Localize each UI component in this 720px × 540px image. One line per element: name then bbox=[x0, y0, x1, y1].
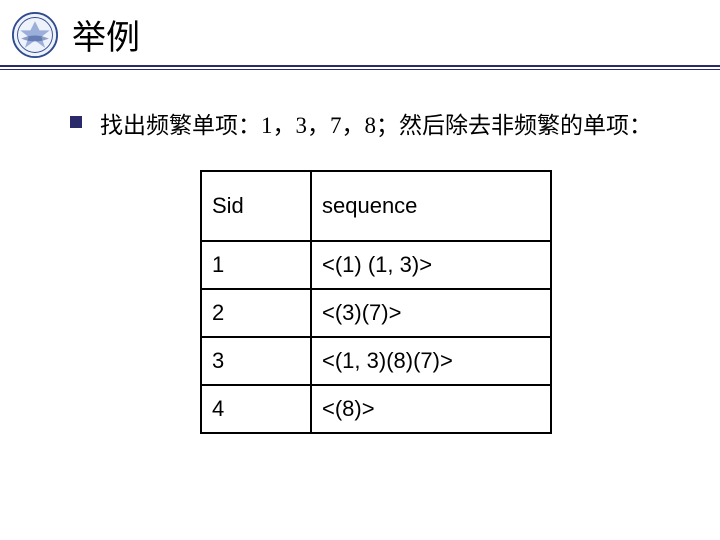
table-row: 3 <(1, 3)(8)(7)> bbox=[201, 337, 551, 385]
cell-sid: 2 bbox=[201, 289, 311, 337]
cell-sequence: <(3)(7)> bbox=[311, 289, 551, 337]
sequence-table-wrap: Sid sequence 1 <(1) (1, 3)> 2 <(3)(7)> 3 bbox=[200, 170, 660, 434]
col-header-sid: Sid bbox=[201, 171, 311, 241]
table-row: 1 <(1) (1, 3)> bbox=[201, 241, 551, 289]
cell-sid: 4 bbox=[201, 385, 311, 433]
bullet-item: 找出频繁单项：1，3，7，8；然后除去非频繁的单项： bbox=[70, 108, 660, 144]
sequence-table: Sid sequence 1 <(1) (1, 3)> 2 <(3)(7)> 3 bbox=[200, 170, 552, 434]
cell-sequence: <(1, 3)(8)(7)> bbox=[311, 337, 551, 385]
square-bullet-icon bbox=[70, 116, 82, 128]
slide-header: 举例 bbox=[0, 0, 720, 65]
slide: 举例 找出频繁单项：1，3，7，8；然后除去非频繁的单项： Sid sequen… bbox=[0, 0, 720, 540]
slide-body: 找出频繁单项：1，3，7，8；然后除去非频繁的单项： Sid sequence … bbox=[0, 70, 720, 434]
emblem-logo-icon bbox=[12, 12, 58, 58]
col-header-sequence: sequence bbox=[311, 171, 551, 241]
cell-sequence: <(1) (1, 3)> bbox=[311, 241, 551, 289]
table-row: 2 <(3)(7)> bbox=[201, 289, 551, 337]
cell-sid: 1 bbox=[201, 241, 311, 289]
table-row: 4 <(8)> bbox=[201, 385, 551, 433]
cell-sid: 3 bbox=[201, 337, 311, 385]
table-header-row: Sid sequence bbox=[201, 171, 551, 241]
slide-title: 举例 bbox=[72, 10, 140, 59]
cell-sequence: <(8)> bbox=[311, 385, 551, 433]
bullet-text: 找出频繁单项：1，3，7，8；然后除去非频繁的单项： bbox=[100, 108, 652, 144]
